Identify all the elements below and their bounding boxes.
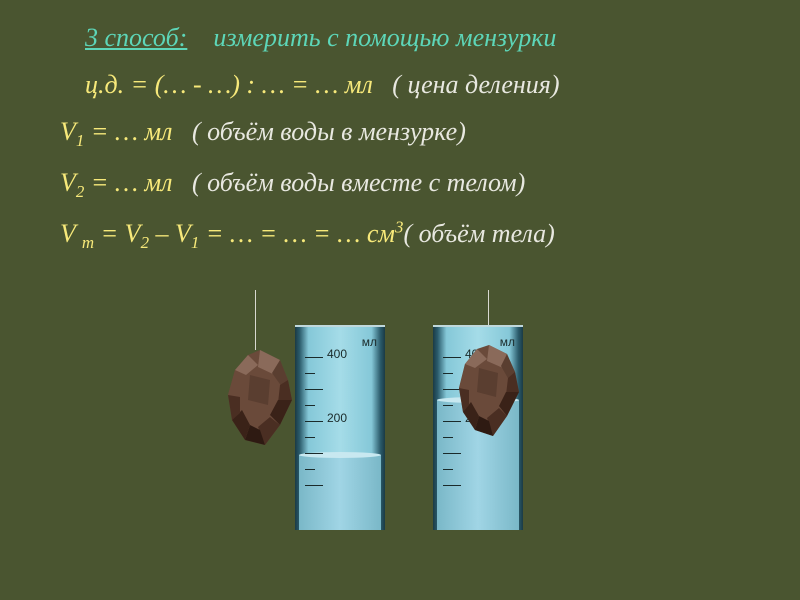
- cylinder-1-group: мл 400200: [295, 325, 385, 530]
- ml-label-1: мл: [362, 335, 377, 349]
- thread-1: [255, 290, 256, 350]
- vt-line: V т = V2 – V1 = … = … = … см3( объём тел…: [40, 216, 760, 255]
- method-label: 3 способ:: [85, 23, 187, 52]
- cd-formula: ц.д. = (… - …) : … = … мл: [85, 70, 373, 99]
- title-line: 3 способ: измерить с помощью мензурки: [40, 20, 760, 55]
- v1-var: V1 = … мл: [60, 117, 172, 146]
- vt-desc: ( объём тела): [403, 219, 554, 248]
- v1-line: V1 = … мл ( объём воды в мензурке): [40, 114, 760, 153]
- scale-1: 400200: [305, 337, 350, 520]
- v1-desc: ( объём воды в мензурке): [179, 117, 466, 146]
- rock-1: [220, 345, 305, 460]
- rock-2: [451, 340, 531, 450]
- v2-var: V2 = … мл: [60, 168, 172, 197]
- vt-formula: V т = V2 – V1 = … = … = … см3: [60, 219, 403, 248]
- v2-desc: ( объём воды вместе с телом): [179, 168, 525, 197]
- cylinders-diagram: мл 400200 м: [295, 325, 523, 530]
- v2-line: V2 = … мл ( объём воды вместе с телом): [40, 165, 760, 204]
- cd-line: ц.д. = (… - …) : … = … мл ( цена деления…: [40, 67, 760, 102]
- cylinder-2-group: мл 400200: [433, 325, 523, 530]
- cd-desc: ( цена деления): [379, 70, 559, 99]
- cylinder-1: мл 400200: [295, 325, 385, 530]
- title-rest: измерить с помощью мензурки: [194, 23, 557, 52]
